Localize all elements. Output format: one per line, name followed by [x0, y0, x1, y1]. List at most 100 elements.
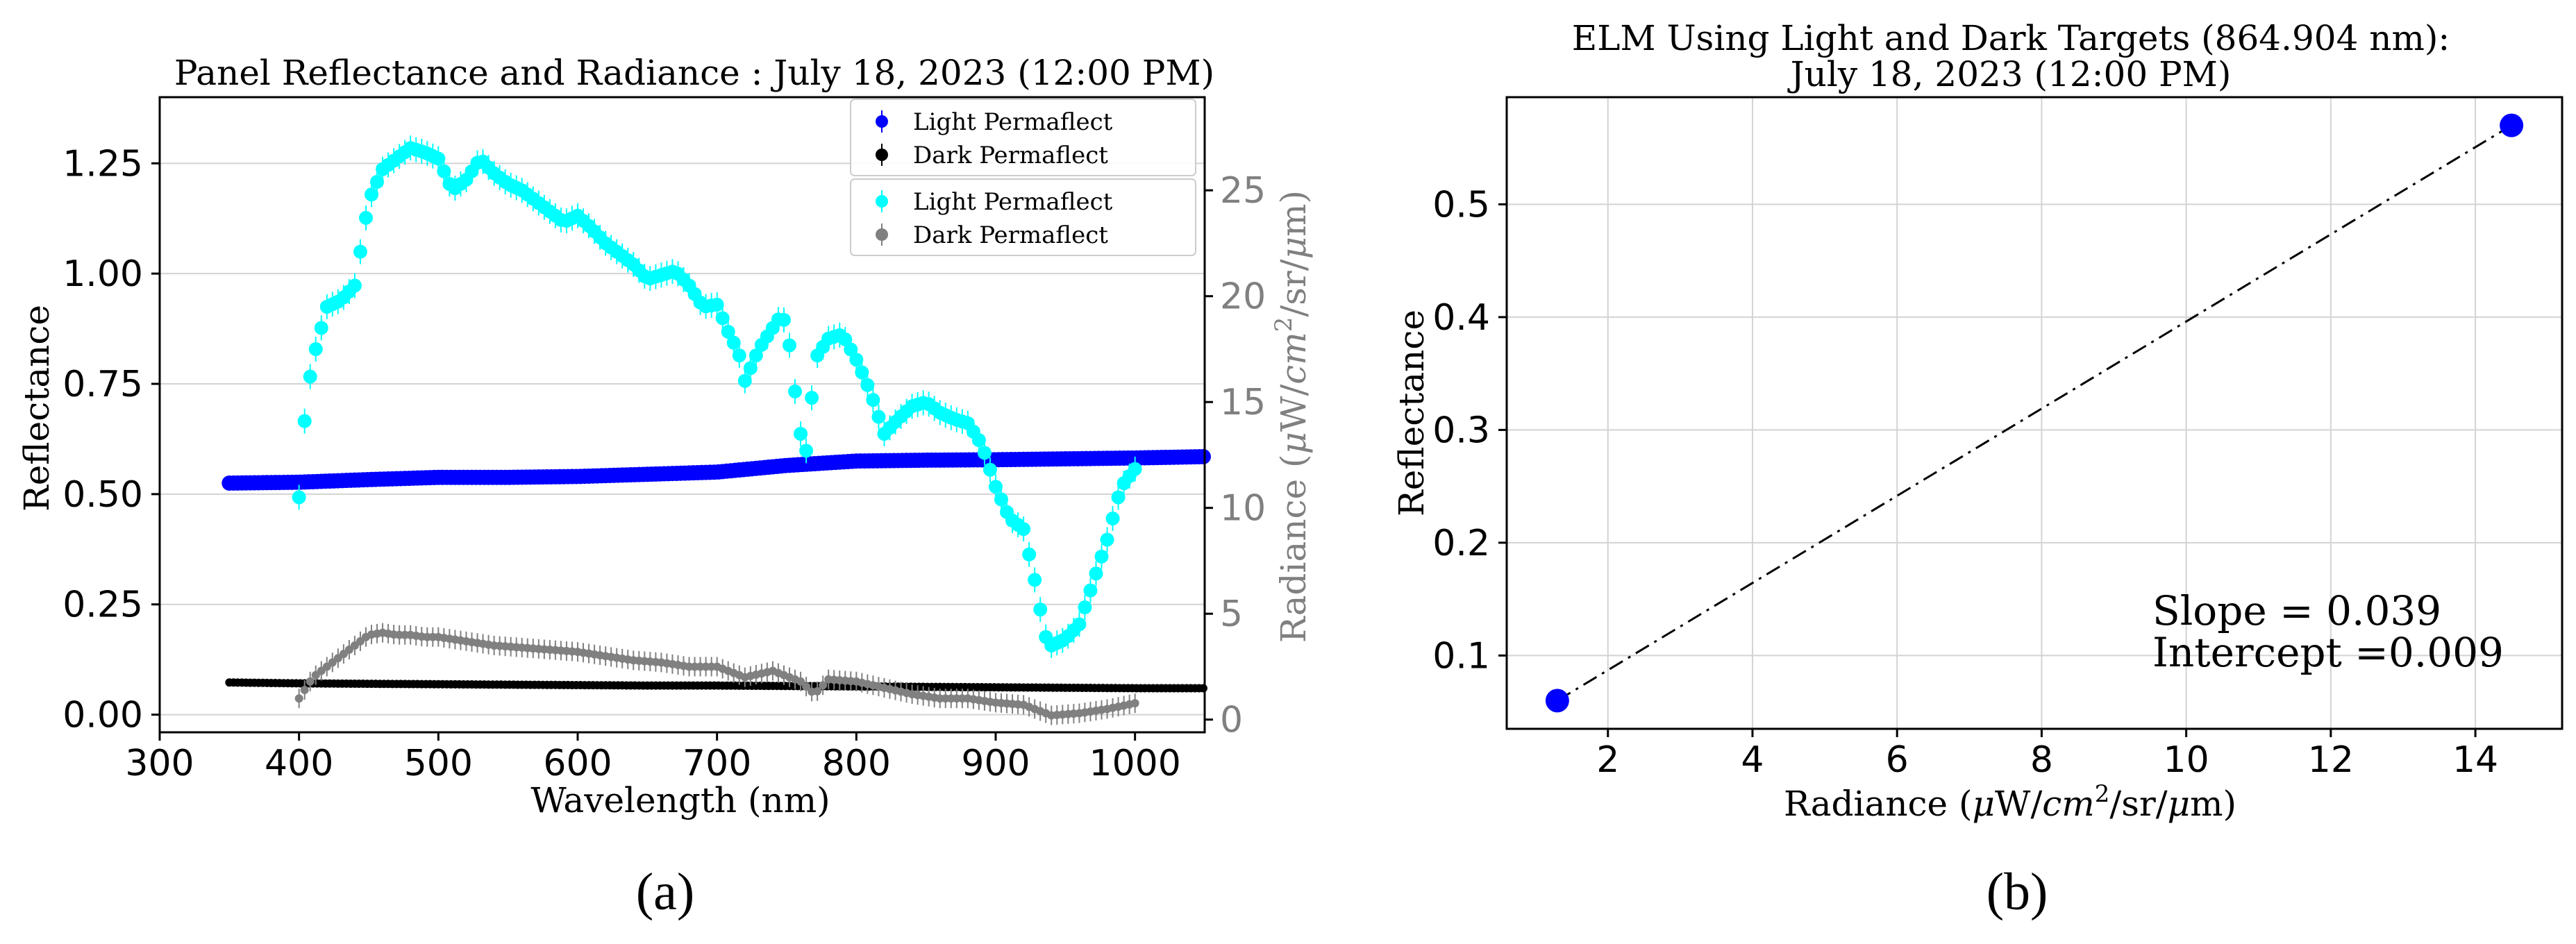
- chart-a-point-light-radiance: [710, 297, 724, 312]
- chart-a-point-light-radiance: [308, 342, 323, 356]
- chart-a-point-light-radiance: [971, 433, 986, 448]
- chart-a-legend-label: Dark Permaflect: [913, 221, 1108, 249]
- chart-b-data-point: [2500, 113, 2524, 137]
- chart-a-legend-marker: [876, 228, 888, 241]
- chart-a-x-tick-label: 400: [265, 743, 333, 784]
- chart-a-point-light-radiance: [297, 414, 312, 428]
- chart-a-legend-marker: [876, 149, 888, 161]
- chart-a-point-dark-radiance: [802, 682, 811, 691]
- chart-b-slope-annotation: Slope = 0.039: [2152, 587, 2441, 634]
- chart-a-point-dark-radiance: [294, 694, 303, 703]
- chart-a-legend-box: [850, 178, 1196, 256]
- chart-b: ELM Using Light and Dark Targets (864.90…: [1391, 18, 2564, 921]
- chart-a-point-light-radiance: [871, 410, 886, 424]
- chart-a-point-dark-reflectance: [1198, 684, 1207, 693]
- chart-a-point-light-reflectance: [1195, 448, 1211, 464]
- chart-b-series: [1545, 113, 2524, 713]
- chart-a-legend-label: Dark Permaflect: [913, 142, 1108, 169]
- chart-a-y2-ticks: 0 5 10 15 20 25: [1205, 170, 1266, 741]
- chart-b-y-label: Reflectance: [1391, 310, 1432, 516]
- chart-a-point-light-radiance: [732, 348, 746, 363]
- chart-a-point-light-radiance: [1083, 583, 1098, 598]
- chart-a-x-tick-label: 800: [822, 743, 891, 784]
- chart-b-x-tick-label: 2: [1596, 739, 1619, 781]
- chart-b-x-label: Radiance (μW/cm2/sr/μm): [1784, 780, 2236, 824]
- chart-b-gridlines: [1507, 97, 2562, 729]
- chart-a-x-label: Wavelength (nm): [530, 780, 830, 820]
- chart-a-x-tick-label: 900: [961, 743, 1030, 784]
- chart-a-x-tick-label: 1000: [1089, 743, 1180, 784]
- chart-a-point-light-radiance: [292, 490, 306, 505]
- chart-a-point-light-radiance: [994, 492, 1009, 507]
- chart-a-point-light-radiance: [437, 164, 451, 178]
- chart-a-point-light-radiance: [721, 324, 735, 339]
- chart-a-point-light-radiance: [860, 378, 875, 392]
- chart-a-point-light-radiance: [849, 353, 864, 367]
- chart-a-point-light-radiance: [788, 384, 803, 398]
- chart-a-point-light-radiance: [1111, 490, 1126, 505]
- chart-a-y2-tick-label: 20: [1220, 276, 1266, 318]
- chart-b-intercept-annotation: Intercept =0.009: [2152, 629, 2504, 676]
- chart-a-legend: Light Permaflect Dark Permaflect Light Per…: [850, 99, 1196, 256]
- chart-a-point-light-radiance: [855, 365, 869, 380]
- chart-a-y-tick-label: 1.25: [62, 143, 143, 185]
- chart-b-y-ticks: 0.1 0.2 0.3 0.4 0.5: [1432, 184, 1507, 677]
- chart-a-x-tick-label: 700: [683, 743, 751, 784]
- chart-a-series-dark_radiance: [294, 623, 1139, 725]
- chart-a-y2-tick-label: 0: [1220, 700, 1243, 741]
- chart-a-point-light-radiance: [737, 373, 752, 388]
- chart-a-plot-frame: [158, 96, 1206, 734]
- chart-a-point-light-radiance: [838, 332, 853, 346]
- chart-a-x-tick-label: 500: [404, 743, 473, 784]
- chart-b-x-tick-label: 14: [2452, 739, 2498, 781]
- chart-a-point-light-radiance: [1105, 511, 1120, 525]
- chart-a-x-ticks: 300 400 500 600 700 800 900 1000: [125, 732, 1181, 784]
- chart-b-fit-line: [1557, 124, 2512, 702]
- chart-a-point-light-radiance: [783, 338, 797, 353]
- chart-a-point-light-radiance: [431, 151, 446, 166]
- chart-b-y-tick-label: 0.2: [1432, 523, 1490, 564]
- chart-b-x-tick-label: 10: [2164, 739, 2209, 781]
- chart-b-x-tick-label: 8: [2030, 739, 2053, 781]
- chart-a-point-light-radiance: [1022, 547, 1037, 562]
- chart-a-point-light-radiance: [1017, 522, 1031, 537]
- chart-b-x-ticks: 2 4 6 8 10 12 14: [1596, 729, 2498, 781]
- chart-a-series: [221, 135, 1211, 725]
- chart-a-point-light-radiance: [1100, 532, 1114, 547]
- chart-a-point-light-radiance: [1089, 566, 1103, 581]
- chart-b-x-tick-label: 12: [2308, 739, 2354, 781]
- chart-a-point-light-radiance: [365, 187, 379, 202]
- chart-a-caption: (a): [636, 863, 694, 921]
- chart-b-x-tick-label: 6: [1886, 739, 1909, 781]
- chart-a-legend-label: Light Permaflect: [913, 108, 1113, 136]
- chart-a-point-light-radiance: [1128, 462, 1142, 476]
- chart-a-point-dark-radiance: [306, 677, 315, 686]
- chart-a-y-tick-label: 0.50: [62, 474, 143, 516]
- chart-a-x-tick-label: 600: [543, 743, 612, 784]
- chart-a-y-tick-label: 0.25: [62, 584, 143, 626]
- chart-a-y-tick-label: 0.75: [62, 364, 143, 405]
- chart-a-legend-marker: [876, 115, 888, 128]
- chart-b-y-tick-label: 0.1: [1432, 635, 1490, 677]
- chart-a-point-dark-radiance: [300, 686, 309, 694]
- chart-a-series-dark_reflectance: [225, 678, 1207, 693]
- chart-b-y-tick-label: 0.4: [1432, 297, 1490, 339]
- chart-a-point-dark-radiance: [819, 681, 828, 690]
- chart-a-x-tick-label: 300: [125, 743, 194, 784]
- chart-a-point-light-radiance: [1028, 573, 1042, 587]
- chart-a-point-light-radiance: [794, 426, 808, 441]
- chart-a-y-tick-label: 0.00: [62, 695, 143, 736]
- chart-a-point-light-radiance: [1094, 549, 1109, 564]
- chart-a-series-light_reflectance: [221, 448, 1211, 491]
- chart-a-title: Panel Reflectance and Radiance : July 18…: [174, 53, 1214, 93]
- chart-a-point-light-radiance: [748, 348, 763, 363]
- chart-a-point-light-radiance: [314, 321, 328, 335]
- chart-a-point-light-radiance: [726, 335, 741, 350]
- chart-a-series-light_radiance: [292, 135, 1142, 658]
- chart-b-data-point: [1545, 689, 1569, 713]
- chart-a-point-light-radiance: [989, 480, 1003, 494]
- chart-a-point-light-radiance: [866, 393, 880, 407]
- chart-a-legend-box: [850, 99, 1196, 176]
- chart-a-point-light-radiance: [743, 361, 758, 376]
